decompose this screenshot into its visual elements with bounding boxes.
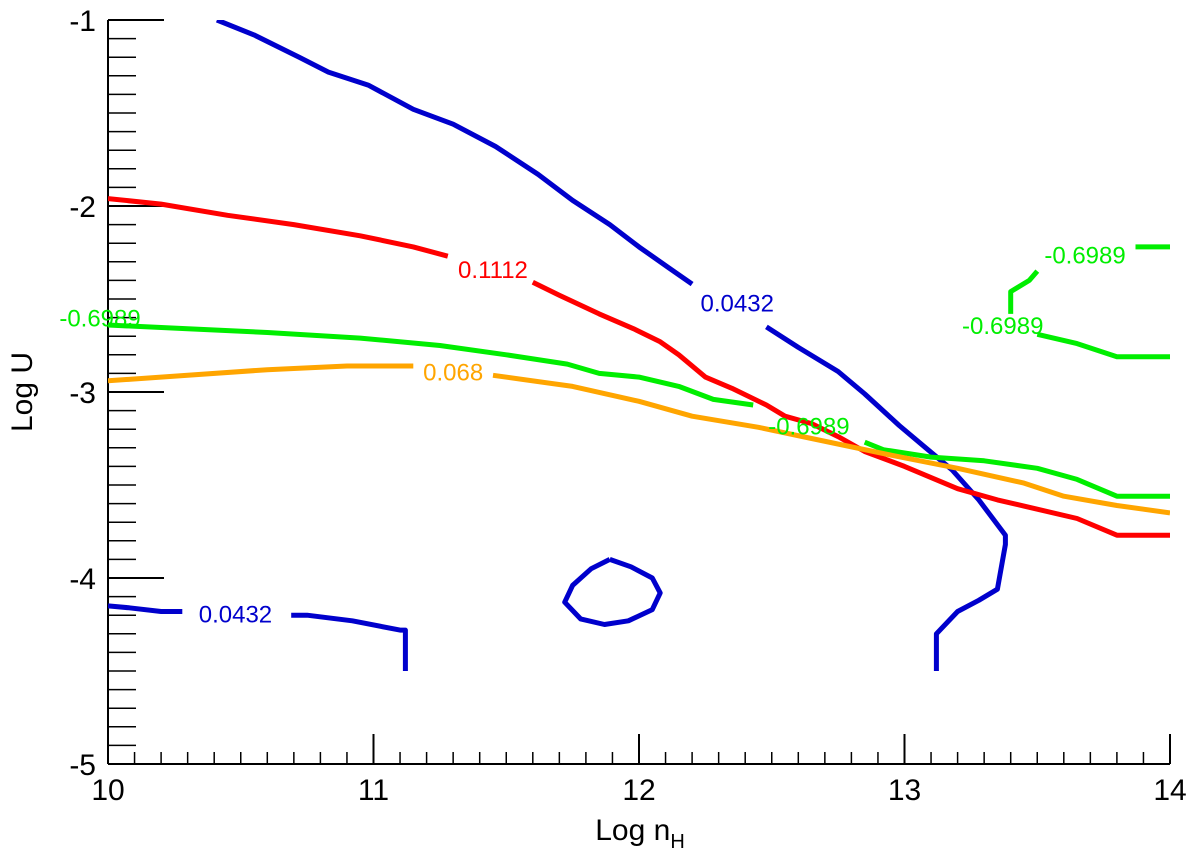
y-tick-label: -5: [69, 749, 96, 782]
x-tick-label: 12: [622, 774, 655, 807]
contour-label: -0.6989: [962, 313, 1043, 340]
x-tick-label: 10: [91, 774, 124, 807]
contour-line: [108, 196, 449, 259]
y-axis-title: Log U: [6, 352, 39, 432]
contour-label: -0.6989: [59, 306, 140, 333]
contour-label: 0.1112: [458, 257, 528, 284]
x-tick-label: 11: [358, 774, 389, 807]
x-tick-label: 13: [888, 774, 921, 807]
contour-label: 0.0432: [199, 601, 272, 628]
contour-line: [531, 280, 1170, 538]
x-axis-title-main: Log n: [595, 814, 670, 847]
major-ticks: [107, 19, 1171, 765]
contour-line: [492, 372, 1170, 516]
x-tick-labels: 10 11 12 13 14: [91, 774, 1186, 807]
y-tick-label: -1: [69, 5, 96, 38]
y-tick-labels: -1 -2 -3 -4 -5: [69, 5, 96, 782]
x-axis-title-subscript: H: [670, 831, 684, 853]
y-tick-label: -2: [69, 191, 96, 224]
minor-ticks: [108, 37, 1145, 764]
contour-labels: 0.0432 0.0432 0.1112 -0.6989 -0.6989 -0.6989 -…: [59, 242, 1125, 628]
y-tick-label: -4: [69, 563, 96, 596]
contour-line: [108, 603, 183, 614]
x-axis-title: Log nH: [595, 814, 685, 853]
contour-line: [108, 363, 414, 384]
contour-line: [1036, 331, 1170, 360]
y-tick-label: -3: [69, 377, 96, 410]
contour-label: -0.6989: [768, 413, 849, 440]
series-layer: [108, 20, 1170, 671]
contour-label: -0.6989: [1044, 242, 1125, 269]
contour-line: [291, 612, 408, 671]
contour-line: [1008, 269, 1040, 314]
contour-label: 0.0432: [701, 291, 774, 318]
contour-line: [108, 322, 754, 408]
contour-label: 0.068: [423, 360, 483, 387]
contour-line: [765, 324, 1008, 671]
contour-line: [215, 20, 694, 287]
x-tick-label: 14: [1153, 774, 1186, 807]
contour-line: [863, 439, 1170, 499]
contour-line: [562, 557, 663, 627]
